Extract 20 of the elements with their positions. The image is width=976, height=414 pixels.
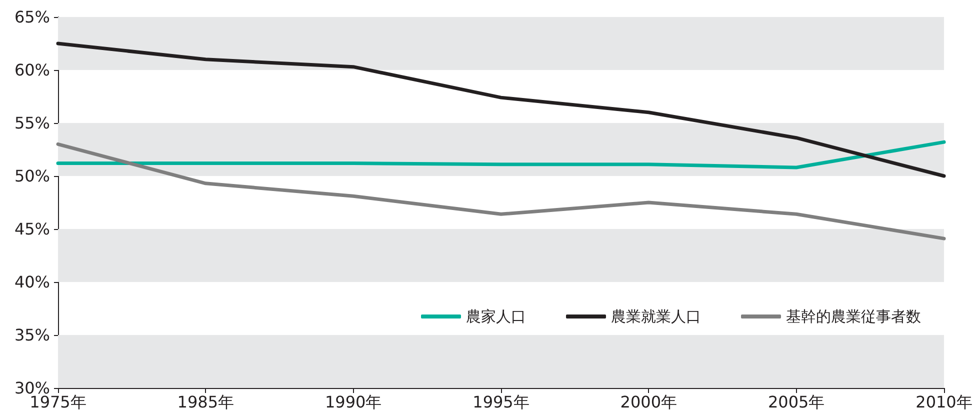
legend-label: 基幹的農業従事者数 (786, 308, 921, 326)
line-series (56, 42, 946, 178)
y-tick-label: 50% (14, 166, 50, 186)
line-series (56, 142, 946, 240)
y-tick-label: 45% (14, 220, 50, 238)
line-series (56, 140, 946, 170)
y-tick-label: 40% (14, 272, 50, 292)
x-tick-label: 1975年 (30, 392, 86, 412)
legend-label: 農家人口 (466, 308, 526, 326)
x-tick-label: 2000年 (620, 392, 678, 412)
y-tick-label: 65% (14, 8, 50, 26)
y-tick-label: 35% (14, 326, 50, 344)
x-tick-label: 2010年 (916, 392, 972, 412)
y-tick-label: 55% (14, 114, 50, 132)
x-tick-label: 1985年 (177, 392, 234, 412)
y-tick-label: 60% (14, 60, 50, 80)
legend-label: 農業就業人口 (611, 308, 701, 326)
x-tick-label: 1990年 (324, 392, 382, 412)
x-tick-label: 1995年 (472, 392, 530, 412)
x-tick-label: 2005年 (768, 392, 825, 412)
